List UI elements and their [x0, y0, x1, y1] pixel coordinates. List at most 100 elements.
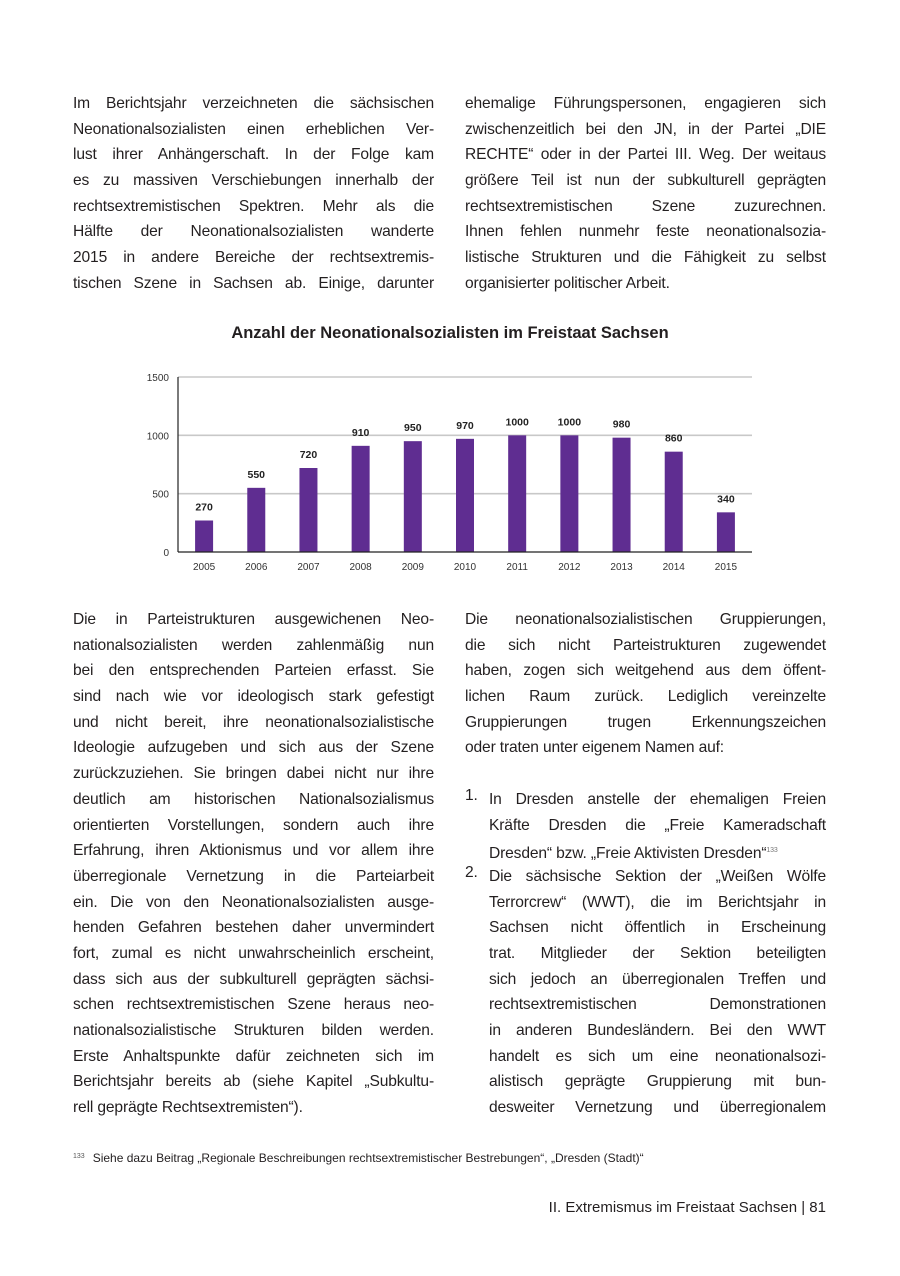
text-line: henden Gefahren bestehen daher unvermind…	[73, 919, 434, 937]
chart-title: Anzahl der Neonationalsozialisten im Fre…	[231, 324, 669, 342]
text-line: ehemalige Führungspersonen, engagieren s…	[465, 95, 826, 112]
list-item: 1. In Dresden anstelle der ehemaligen Fre…	[465, 787, 826, 864]
data-label: 970	[456, 420, 474, 432]
text-line: organisierter politischer Arbeit.	[465, 274, 670, 292]
x-tick-label: 2008	[350, 562, 373, 573]
text-line: alistisch geprägte Gruppierung mit bun-	[489, 1073, 826, 1091]
data-label: 860	[665, 433, 683, 445]
x-tick-label: 2006	[245, 562, 268, 573]
text-line: zurückzuziehen. Sie bringen dabei nicht …	[73, 765, 434, 783]
bar	[351, 445, 370, 552]
text-line: Die in Parteistrukturen ausgewichenen Ne…	[73, 611, 434, 628]
footnote-number: 133	[73, 1153, 85, 1160]
text-line: rell geprägte Rechtsextremisten“).	[73, 1099, 303, 1117]
text-line: 2015 in andere Bereiche der rechtsextrem…	[73, 249, 434, 267]
x-tick-label: 2015	[715, 562, 738, 573]
x-tick-label: 2014	[663, 562, 686, 573]
text-line: Hälfte der Neonationalsozialisten wander…	[73, 223, 434, 241]
footnote-text: Siehe dazu Beitrag „Regionale Beschreibu…	[92, 1151, 644, 1165]
text-line: es zu massiven Verschiebungen innerhalb …	[73, 172, 434, 190]
text-line: RECHTE“ oder in der Partei III. Weg. Der…	[465, 146, 826, 164]
text-line: bei den entsprechenden Parteien erfasst.…	[73, 662, 434, 680]
text-line: haben, zogen sich weitgehend aus dem öff…	[465, 662, 826, 680]
footnote-reference[interactable]: 133	[766, 847, 778, 855]
y-tick-label: 1000	[147, 431, 170, 442]
text-line: In Dresden anstelle der ehemaligen Freie…	[489, 790, 826, 808]
text-line: lichen Raum zurück. Lediglich vereinzelt…	[465, 688, 826, 706]
y-tick-label: 1500	[147, 373, 170, 384]
text-line: nationalsozialisten werden zahlenmäßig n…	[73, 636, 434, 654]
data-label: 910	[352, 427, 370, 439]
text-line: handelt es sich um eine neonationalsozi-	[489, 1047, 826, 1065]
bar-chart: 0 500 1000 1500 270 2005 550 2006 720 2007 910 2008…	[147, 373, 752, 573]
data-label: 1000	[558, 416, 582, 428]
text-line: zwischenzeitlich bei den JN, in der Part…	[465, 120, 826, 138]
footnote: 133 Siehe dazu Beitrag „Regionale Beschre…	[73, 1151, 644, 1165]
text-line: fort, zumal es nicht unwahrscheinlich er…	[73, 944, 434, 962]
text-line: sind nach wie vor ideologisch stark gefe…	[73, 688, 434, 706]
y-tick-label: 500	[152, 490, 169, 501]
bar	[456, 438, 474, 552]
text-line: orientierten Vorstellungen, sondern auch…	[73, 816, 434, 834]
text-line: überregionale Vernetzung in die Parteiar…	[73, 867, 434, 885]
text-line: rechtsextremistischen Spektren. Mehr als…	[73, 197, 434, 215]
text-column-bottom-right: Die neonationalsozialistischen Gruppieru…	[465, 607, 826, 1121]
bar	[560, 435, 579, 552]
text-line: deutlich am historischen Nationalsoziali…	[73, 790, 434, 808]
text-line: Dresden“ bzw. „Freie Aktivisten Dresden“…	[489, 838, 826, 864]
text-line: Ideologie aufzugeben und sich aus der Sz…	[73, 739, 434, 757]
text-line: rechtsextremistischen Demonstrationen	[489, 996, 826, 1014]
bar	[403, 441, 422, 552]
text-line: Neonationalsozialisten einen erheblichen…	[73, 120, 434, 138]
data-label: 1000	[506, 416, 530, 428]
data-label: 720	[300, 449, 318, 461]
text-line: Berichtsjahr bereits ab (siehe Kapitel „…	[73, 1073, 434, 1091]
text-line: Kräfte Dresden die „Freie Kameradschaft	[489, 816, 826, 834]
text-line: schen rechtsextremistischen Szene heraus…	[73, 996, 434, 1014]
list-text: In Dresden anstelle der ehemaligen Freie…	[489, 787, 826, 864]
text-line: Im Berichtsjahr verzeichneten die sächsi…	[73, 95, 434, 112]
text-line: in anderen Bundesländern. Bei den WWT	[489, 1022, 826, 1039]
y-tick-label: 0	[163, 548, 169, 559]
text-line: desweiter Vernetzung und überregionalem	[489, 1099, 826, 1117]
text-line: Die neonationalsozialistischen Gruppieru…	[465, 611, 826, 628]
text-line: größere Teil ist nun der subkulturell ge…	[465, 172, 826, 190]
spacer	[465, 761, 826, 787]
x-tick-label: 2011	[506, 562, 528, 573]
bar	[299, 468, 318, 552]
bar	[716, 512, 735, 552]
text-line: Gruppierungen trugen Erkennungszeichen	[465, 713, 826, 731]
text-line: oder traten unter eigenem Namen auf:	[465, 739, 724, 757]
text-line: listische Strukturen und die Fähigkeit z…	[465, 249, 826, 267]
text-line: Terrorcrew“ (WWT), die im Berichtsjahr i…	[489, 893, 826, 911]
text-line: Erfahrung, ihren Aktionismus und vor all…	[73, 842, 434, 860]
text-line: rechtsextremistischen Szene zuzurechnen.	[465, 197, 826, 215]
text-column-bottom-left: Die in Parteistrukturen ausgewichenen Ne…	[73, 607, 434, 1121]
page-footer: II. Extremismus im Freistaat Sachsen | 8…	[548, 1199, 826, 1216]
data-label: 980	[613, 419, 631, 431]
list-number: 1.	[465, 786, 478, 804]
list-item: 2. Die sächsische Sektion der „Weißen Wöl…	[465, 864, 826, 1121]
list-line-text: Dresden“ bzw. „Freie Aktivisten Dresden“	[489, 845, 767, 863]
bar	[195, 520, 214, 552]
data-label: 550	[248, 469, 266, 481]
bar	[664, 451, 683, 552]
x-tick-label: 2012	[558, 562, 581, 573]
bar	[247, 487, 266, 552]
text-line: nationalsozialistische Strukturen bilden…	[73, 1022, 434, 1039]
bar	[612, 437, 631, 552]
x-tick-label: 2009	[402, 562, 425, 573]
text-line: sich jedoch an überregionalen Treffen un…	[489, 970, 826, 988]
x-tick-label: 2013	[610, 562, 633, 573]
x-tick-label: 2005	[193, 562, 216, 573]
x-tick-label: 2010	[454, 562, 477, 573]
text-line: die sich nicht Parteistrukturen zugewend…	[465, 636, 826, 654]
text-line: Die sächsische Sektion der „Weißen Wölfe	[489, 867, 826, 885]
text-line: tischen Szene in Sachsen ab. Einige, dar…	[73, 274, 434, 292]
text-line: Sachsen nicht öffentlich in Erscheinung	[489, 919, 826, 937]
text-line: und nicht bereit, ihre neonationalsozial…	[73, 713, 434, 731]
data-label: 270	[195, 502, 213, 514]
text-line: lust ihrer Anhängerschaft. In der Folge …	[73, 146, 434, 164]
text-line: dass sich aus der subkulturell geprägten…	[73, 970, 434, 988]
list-number: 2.	[465, 863, 478, 881]
